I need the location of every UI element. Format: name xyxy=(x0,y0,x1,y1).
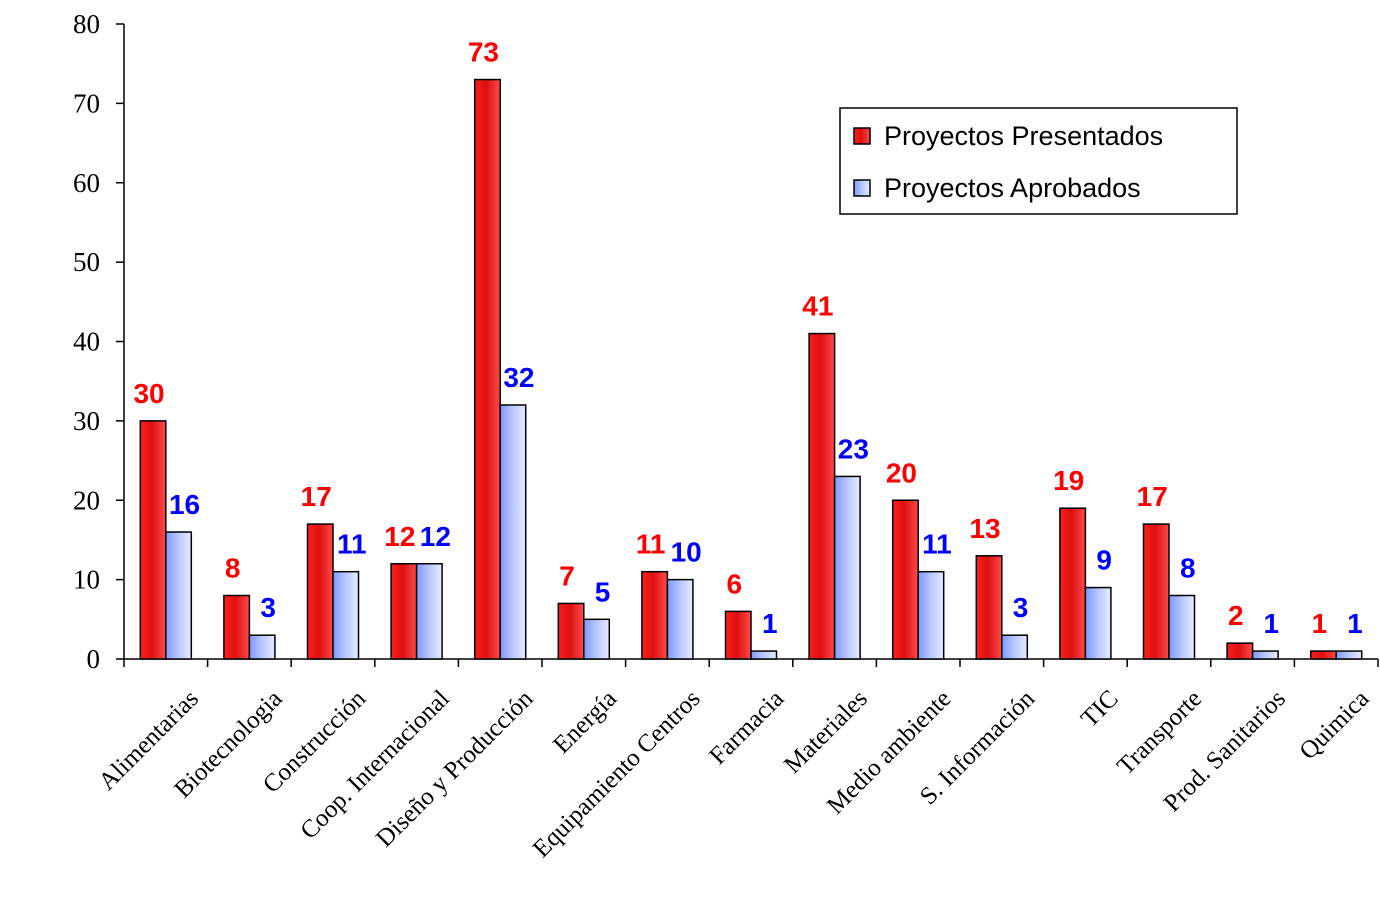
bar-presentados xyxy=(975,555,1003,660)
data-label-aprobados: 3 xyxy=(260,592,276,623)
bar-presentados xyxy=(641,570,669,660)
data-label-presentados: 20 xyxy=(886,457,917,488)
data-label-presentados: 12 xyxy=(384,521,415,552)
bar-aprobados xyxy=(499,404,527,660)
x-tick-label: Energía xyxy=(548,685,622,759)
bar-presentados xyxy=(724,610,752,660)
y-tick-label: 40 xyxy=(73,327,100,357)
bar-aprobados xyxy=(165,531,193,660)
data-label-presentados: 7 xyxy=(559,560,575,591)
bar-aprobados xyxy=(666,578,694,660)
data-label-aprobados: 12 xyxy=(420,521,451,552)
x-tick-label: Quimica xyxy=(1294,685,1374,765)
bar-presentados xyxy=(1142,523,1170,660)
bars xyxy=(139,78,1363,660)
x-tick-label: Diseño y Producción xyxy=(371,685,539,853)
data-label-aprobados: 1 xyxy=(1264,608,1280,639)
y-tick-label: 0 xyxy=(87,644,101,674)
data-label-aprobados: 9 xyxy=(1096,545,1112,576)
bar-presentados xyxy=(808,332,836,660)
data-label-aprobados: 16 xyxy=(169,489,200,520)
bar-aprobados xyxy=(917,570,945,660)
y-tick-label: 10 xyxy=(73,565,100,595)
y-tick-label: 80 xyxy=(73,9,100,39)
legend-label-aprobados: Proyectos Aprobados xyxy=(884,173,1141,203)
legend-box xyxy=(839,107,1238,215)
bar-presentados xyxy=(1059,507,1087,660)
data-label-presentados: 73 xyxy=(468,37,499,68)
data-label-presentados: 2 xyxy=(1228,600,1244,631)
bar-aprobados xyxy=(1001,634,1029,660)
x-tick-label: Equipamiento Centros xyxy=(528,685,706,863)
bar-aprobados xyxy=(332,570,360,660)
data-label-aprobados: 10 xyxy=(671,537,702,568)
data-label-presentados: 30 xyxy=(133,378,164,409)
y-tick-label: 30 xyxy=(73,406,100,436)
bar-presentados xyxy=(557,602,585,660)
data-label-aprobados: 32 xyxy=(503,362,534,393)
bar-aprobados xyxy=(750,650,778,660)
bar-presentados xyxy=(390,563,418,660)
data-label-aprobados: 23 xyxy=(838,433,869,464)
bar-aprobados xyxy=(583,618,611,660)
bar-presentados xyxy=(473,78,501,660)
y-tick-label: 70 xyxy=(73,88,100,118)
data-label-aprobados: 3 xyxy=(1013,592,1029,623)
bar-aprobados xyxy=(415,563,443,660)
legend-label-presentados: Proyectos Presentados xyxy=(884,121,1163,151)
y-tick-label: 50 xyxy=(73,247,100,277)
data-label-aprobados: 11 xyxy=(922,529,952,560)
bar-presentados xyxy=(223,594,251,660)
y-tick-label: 20 xyxy=(73,485,100,515)
data-label-aprobados: 5 xyxy=(595,576,611,607)
data-label-presentados: 8 xyxy=(225,553,241,584)
data-label-presentados: 19 xyxy=(1053,465,1084,496)
x-tick-label: Coop. Internacional xyxy=(295,685,455,845)
bar-aprobados xyxy=(1168,594,1196,660)
data-label-aprobados: 1 xyxy=(762,608,778,639)
data-label-presentados: 17 xyxy=(1137,481,1168,512)
data-label-presentados: 6 xyxy=(726,568,742,599)
bar-presentados xyxy=(1309,650,1337,660)
data-label-presentados: 1 xyxy=(1312,608,1328,639)
legend-swatch-presentados xyxy=(853,127,871,145)
bar-presentados xyxy=(891,499,919,660)
x-tick-label: TIC xyxy=(1076,685,1124,733)
legend-swatch-aprobados xyxy=(853,179,871,197)
bar-aprobados xyxy=(833,475,861,660)
bar-aprobados xyxy=(1251,650,1279,660)
data-label-aprobados: 8 xyxy=(1180,553,1196,584)
x-tick-label: Farmacia xyxy=(704,685,789,770)
data-label-presentados: 41 xyxy=(802,291,833,322)
bar-presentados xyxy=(306,523,334,660)
data-label-presentados: 13 xyxy=(969,513,1000,544)
data-label-presentados: 17 xyxy=(301,481,332,512)
data-label-aprobados: 1 xyxy=(1347,608,1363,639)
y-tick-label: 60 xyxy=(73,168,100,198)
data-label-presentados: 11 xyxy=(636,529,666,560)
bar-presentados xyxy=(1226,642,1254,660)
bar-aprobados xyxy=(1084,586,1112,660)
data-label-aprobados: 11 xyxy=(337,529,367,560)
legend: Proyectos Presentados Proyectos Aprobado… xyxy=(839,107,1238,215)
bar-aprobados xyxy=(1335,650,1363,660)
bar-presentados xyxy=(139,420,167,660)
bar-aprobados xyxy=(248,634,276,660)
